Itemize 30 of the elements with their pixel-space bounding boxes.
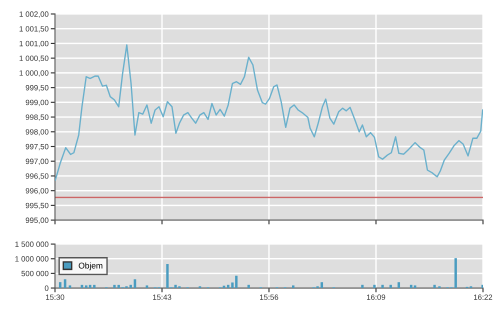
bar <box>174 284 177 288</box>
bar <box>414 285 416 288</box>
legend-label: Objem <box>78 262 102 270</box>
bar <box>166 264 169 288</box>
bar <box>398 282 400 288</box>
bar <box>320 282 324 288</box>
bar <box>247 284 250 288</box>
bar <box>134 279 136 288</box>
bar <box>381 284 384 288</box>
bar <box>58 282 62 288</box>
bar <box>84 285 88 288</box>
bar <box>88 284 92 288</box>
bar <box>373 284 376 288</box>
bar <box>454 258 457 288</box>
bar <box>80 284 84 288</box>
bar <box>292 285 294 288</box>
line-series <box>55 44 483 181</box>
bar <box>64 279 66 288</box>
bar <box>433 284 436 288</box>
bar <box>117 284 120 288</box>
bar <box>361 284 364 288</box>
bar <box>389 284 392 288</box>
bar <box>113 284 116 288</box>
bar <box>226 284 230 288</box>
bar <box>68 285 72 288</box>
bar <box>146 285 148 288</box>
bar <box>235 276 238 288</box>
bar <box>481 284 483 288</box>
bar <box>93 284 96 288</box>
bar <box>410 284 412 288</box>
